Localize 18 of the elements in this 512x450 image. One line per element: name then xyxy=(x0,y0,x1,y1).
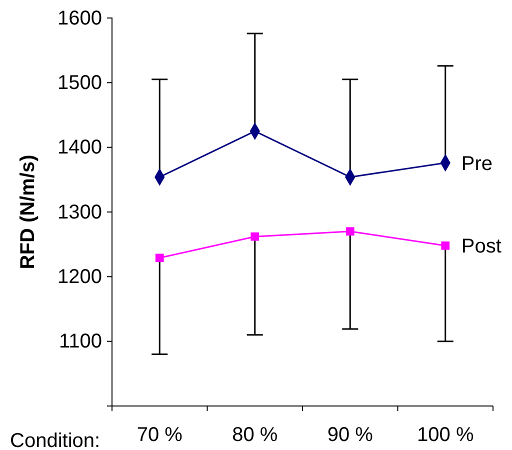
point xyxy=(250,232,260,241)
y-axis-title: RFD (N/m/s) xyxy=(17,154,39,270)
y-tick-label: 1400 xyxy=(58,136,102,159)
y-tick-label: 1500 xyxy=(58,72,102,94)
x-tick-label: 80 % xyxy=(232,424,278,446)
x-tick-label: 70 % xyxy=(136,424,183,446)
y-tick-label: 1600 xyxy=(58,7,102,30)
y-tick-label: 1100 xyxy=(58,330,102,353)
point xyxy=(441,241,450,250)
x-tick-label: 90 % xyxy=(327,424,374,446)
point xyxy=(346,227,354,236)
y-tick-label: 1300 xyxy=(58,201,102,224)
series-label: Post xyxy=(461,236,502,258)
series-label: Pre xyxy=(461,152,492,175)
point xyxy=(155,254,164,262)
y-tick-label: 1200 xyxy=(58,266,102,288)
x-axis-title: Condition: xyxy=(10,430,100,450)
x-tick-label: 100 % xyxy=(417,424,474,446)
